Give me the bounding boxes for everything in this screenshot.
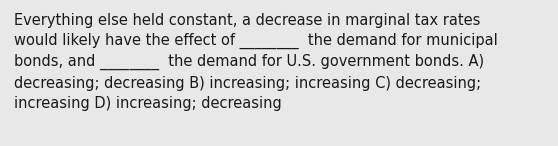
Text: Everything else held constant, a decrease in marginal tax rates
would likely hav: Everything else held constant, a decreas… — [14, 13, 498, 111]
